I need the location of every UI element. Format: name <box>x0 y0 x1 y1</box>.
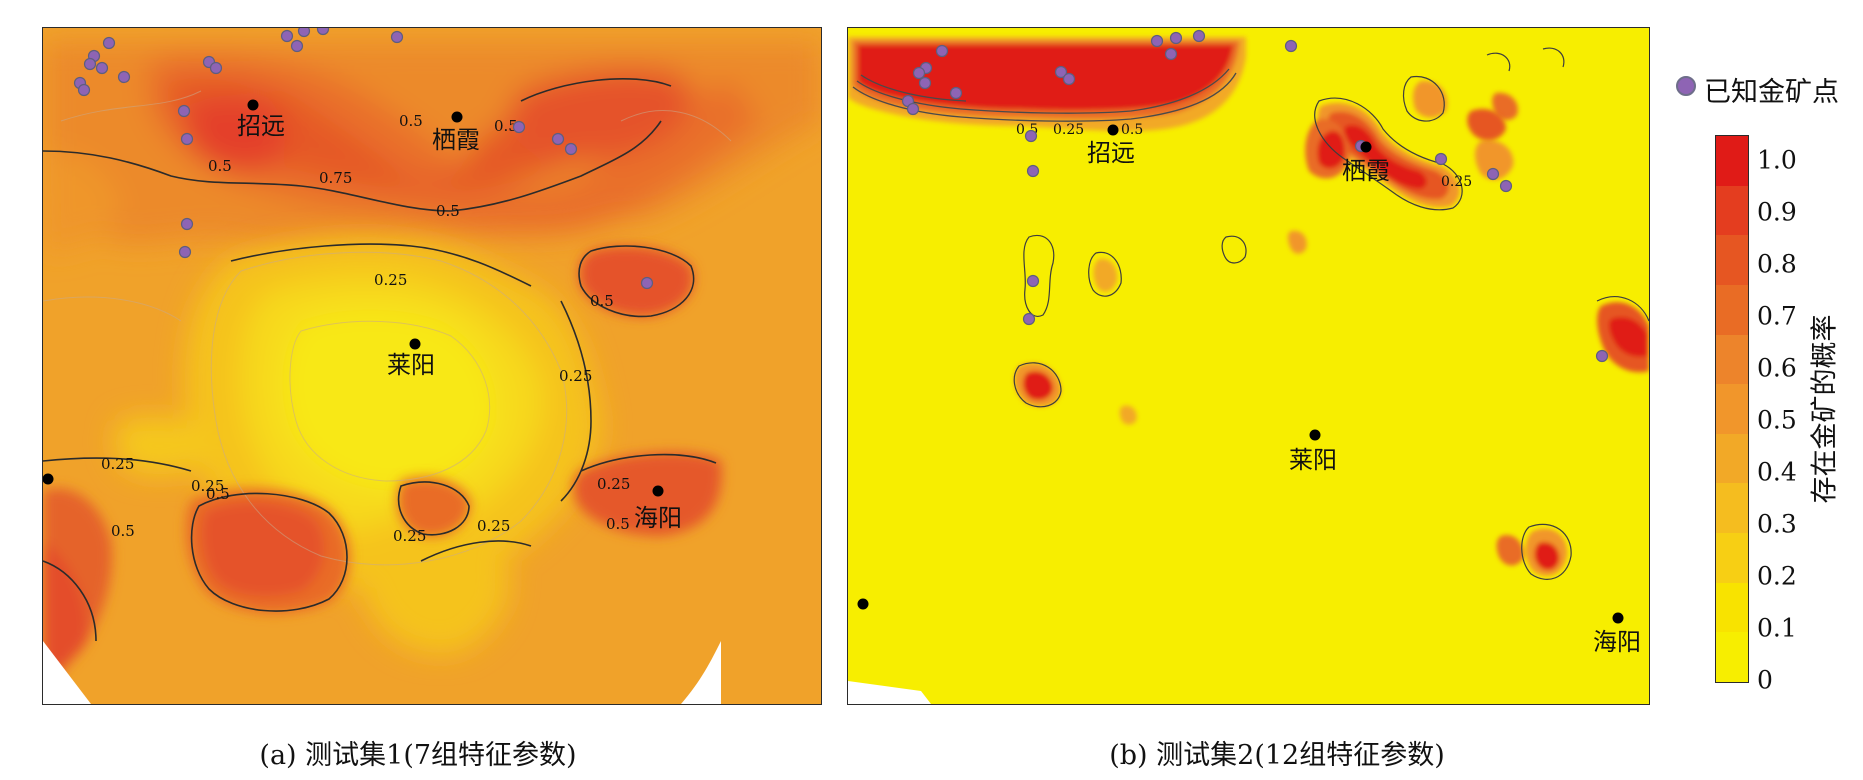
panel-a-caption: (a) 测试集1(7组特征参数) <box>259 740 577 771</box>
contour-label: 0.25 <box>1053 122 1084 138</box>
city-label-laiyang: 莱阳 <box>387 351 435 379</box>
panel-b-caption: (b) 测试集2(12组特征参数) <box>1109 740 1445 771</box>
colorbar-tick: 0.8 <box>1757 249 1797 279</box>
contour-label: 0.25 <box>1441 174 1472 190</box>
city-label-haiyang: 海阳 <box>1593 628 1641 656</box>
city-label-laiyang: 莱阳 <box>1289 446 1337 474</box>
colorbar-tick: 0.5 <box>1757 405 1797 435</box>
contour-label: 0.5 <box>399 112 423 130</box>
probability-map-a: 0.5 0.5 0.75 0.5 0.5 0.25 0.5 0.25 0.25 … <box>43 28 821 704</box>
colorbar-tick: 0.1 <box>1757 613 1797 643</box>
colorbar-tick: 0.2 <box>1757 561 1797 591</box>
contour-label: 0.25 <box>477 517 510 535</box>
contour-label: 0.25 <box>393 527 426 545</box>
city-label-haiyang: 海阳 <box>634 504 682 532</box>
colorbar-tick: 0.3 <box>1757 509 1797 539</box>
contour-label: 0.5 <box>1121 122 1143 138</box>
colorbar-title: 存在金矿的概率 <box>1809 314 1841 504</box>
contour-label: 0.5 <box>436 202 460 220</box>
contour-label: 0.25 <box>101 455 134 473</box>
contour-label: 0.25 <box>374 271 407 289</box>
city-label-zhaoyuan: 招远 <box>237 112 285 140</box>
colorbar-tick: 0.7 <box>1757 301 1797 331</box>
city-label-qixia: 栖霞 <box>432 126 480 154</box>
contour-label: 0.25 <box>559 367 592 385</box>
contour-label: 0.5 <box>494 117 518 135</box>
contour-label: 0.5 <box>606 515 630 533</box>
legend-label: 已知金矿点 <box>1704 77 1839 108</box>
probability-map-b: 0.5 0.25 0.5 0.25 招远 栖霞 莱阳 海阳 <box>848 28 1649 704</box>
city-label-zhaoyuan: 招远 <box>1087 139 1135 167</box>
colorbar-tick: 0.4 <box>1757 457 1797 487</box>
map-panel-b: 0.5 0.25 0.5 0.25 招远 栖霞 莱阳 海阳 <box>847 27 1650 705</box>
contour-label: 0.75 <box>319 169 352 187</box>
contour-label: 0.5 <box>208 157 232 175</box>
colorbar-tick: 0 <box>1757 665 1773 695</box>
colorbar-tick: 0.9 <box>1757 197 1797 227</box>
colorbar-tick: 1.0 <box>1757 145 1797 175</box>
contour-label: 0.25 <box>191 477 224 495</box>
contour-label: 0.25 <box>597 475 630 493</box>
contour-label: 0.5 <box>206 485 230 503</box>
contour-label: 0.5 <box>590 292 614 310</box>
probability-colorbar <box>1715 135 1749 683</box>
colorbar-tick: 0.6 <box>1757 353 1797 383</box>
map-panel-a: 0.5 0.5 0.75 0.5 0.5 0.25 0.5 0.25 0.25 … <box>42 27 822 705</box>
contour-label: 0.5 <box>111 522 135 540</box>
gold-deposit-marker-icon <box>1676 76 1696 96</box>
city-label-qixia: 栖霞 <box>1342 157 1390 185</box>
